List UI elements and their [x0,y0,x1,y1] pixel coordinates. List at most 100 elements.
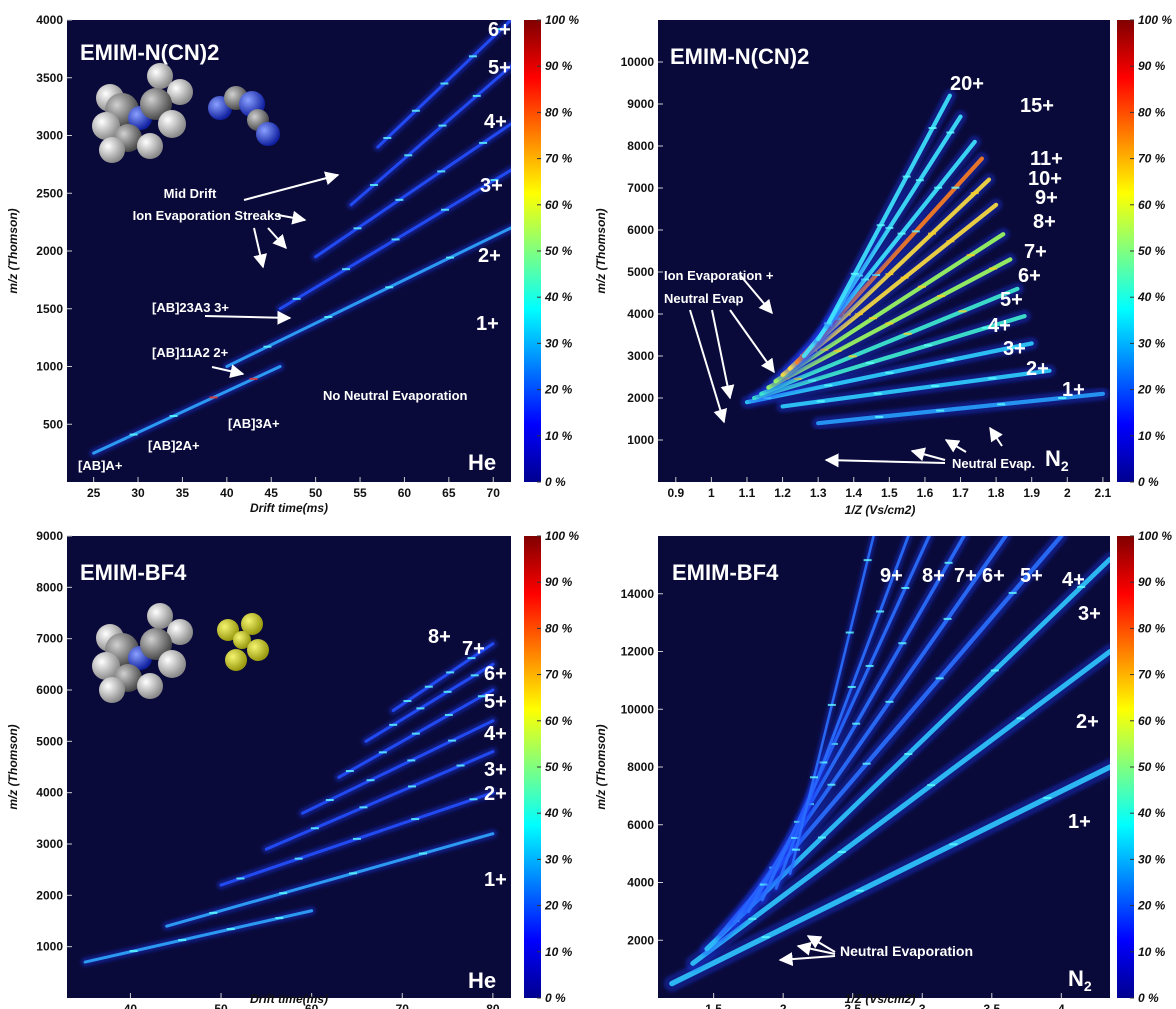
cluster-peak-5+ [325,799,334,801]
cluster-peak-1+ [761,936,770,939]
atom-b [233,631,251,649]
cluster-peak-5+ [885,700,894,703]
x-tick-label: 1.5 [881,486,898,500]
cluster-peak-7+ [416,707,425,710]
x-tick-label: 1.7 [952,486,969,500]
colorbar-tick-label: 80 % [1138,621,1166,635]
cluster-peak-3+ [490,179,499,182]
colorbar-tick-label: 30 % [545,852,573,866]
y-tick-label: 9000 [627,97,654,111]
y-tick-label: 4000 [36,786,63,800]
annotation-arrows [778,935,836,967]
x-tick-label: 50 [214,1002,228,1009]
charge-label-5+: 5+ [484,691,507,713]
chart-marks [80,639,498,967]
cluster-peak-5+ [848,355,857,358]
cluster-peak-3+ [411,818,420,821]
cluster-peak-2+ [988,377,997,380]
colorbar-tick-label: 40 % [544,290,573,304]
atom-h [99,677,125,703]
x-tick-label: 35 [176,486,190,500]
x-tick-label: 40 [124,1002,138,1009]
cluster-peak-7+ [869,317,878,320]
annotation-neutral-evap-1: Neutral Evap [664,291,744,306]
atom-f [247,639,269,661]
charge-label-4+: 4+ [484,111,507,133]
annotation-ab23-a3: [AB]23A3 3+ [152,300,229,315]
charge-label-6+: 6+ [484,663,507,685]
y-tick-label: 3000 [36,837,63,851]
charge-label-2+: 2+ [484,783,507,805]
charge-label-1+: 1+ [484,869,507,891]
x-axis-ticks: 40 50 60 70 80 [124,993,500,1009]
panel-title: EMIM-N(CN)2 [80,40,219,65]
colorbar-tick-label: 30 % [1138,336,1166,350]
x-tick-label: 1.9 [1023,486,1040,500]
cluster-peak-8+ [900,276,909,279]
cluster-peak-7+ [470,674,479,677]
colorbar-ticks: 0 % 10 % 20 % 30 % 40 % 50 % 60 % 70 % 80 % 90 % 1… [537,13,579,489]
y-axis-ticks: 500 1000 1500 2000 2500 3000 3500 4000 [36,13,72,431]
y-tick-label: 14000 [621,587,655,601]
cluster-peak-5+ [827,783,836,786]
cluster-peak-3+ [294,857,303,860]
cluster-peak-8+ [403,700,412,702]
chart-marks [89,20,511,458]
cluster-peak-4+ [353,227,362,230]
cluster-peak-1+ [1058,397,1067,399]
series-streak-5+ [301,719,495,815]
x-tick-label: 70 [487,486,501,500]
cluster-peak-3+ [236,877,245,880]
y-tick-label: 2000 [627,933,654,947]
cluster-peak-1+ [129,950,138,953]
cluster-peak-5+ [404,154,413,157]
x-tick-label: 80 [486,1002,500,1009]
colorbar-tick-label: 100 % [545,529,579,543]
x-tick-label: 1.8 [988,486,1005,500]
charge-label-4+: 4+ [484,723,507,745]
charge-label-20+: 20+ [950,73,984,95]
atom-h [92,112,120,140]
x-tick-label: 1 [708,486,715,500]
annotation-ab11-a2: [AB]11A2 2+ [152,345,229,360]
y-tick-label: 8000 [627,760,654,774]
charge-label-2+: 2+ [1026,358,1049,380]
series-streak-4+ [314,122,511,259]
colorbar-tick-label: 60 % [1138,714,1166,728]
panel-title: EMIM-BF4 [80,560,187,585]
cluster-peak-4+ [981,326,990,329]
cluster-peak-4+ [437,170,446,173]
x-tick-label: 2.1 [1095,486,1112,500]
x-tick-label: 3 [919,1002,926,1009]
molecule-dicyanamide [208,86,280,146]
x-axis-label: Drift time(ms) [250,992,328,1006]
colorbar-tick-label: 80 % [1138,105,1166,119]
charge-label-1+: 1+ [1062,379,1085,401]
panel-emim-ncn2-n2: 0.9 1 1.1 1.2 1.3 1.4 1.5 1.6 1.7 1.8 1.9 2 2.1 1000… [594,13,1172,517]
cluster-peak-3+ [946,359,955,362]
colorbar-tick-label: 10 % [1138,945,1166,959]
cluster-peak-6+ [898,642,907,645]
y-axis-ticks: 2000 4000 6000 8000 10000 12000 14000 [621,587,663,947]
annotation-ab2-a: [AB]2A+ [148,438,200,453]
cluster-peak-1+ [855,889,864,892]
charge-label-2+: 2+ [478,245,501,267]
y-tick-label: 6000 [627,818,654,832]
charge-label-3+: 3+ [484,759,507,781]
cluster-peak-3+ [817,836,826,839]
colorbar-tick-label: 80 % [545,105,573,119]
cluster-peak-7+ [865,664,874,667]
colorbar-tick-label: 10 % [1138,429,1166,443]
charge-label-3+: 3+ [1003,338,1026,360]
colorbar-tick-label: 90 % [1138,575,1166,589]
cluster-peak-6+ [440,82,449,85]
cluster-peak-1+ [997,403,1006,406]
charge-label-6+: 6+ [488,19,511,41]
y-axis-label: m/z (Thomson) [594,208,608,293]
cluster-peak-5+ [438,124,447,127]
annotation-arrows [689,274,1003,468]
x-tick-label: 1.3 [810,486,827,500]
colorbar-tick-label: 100 % [1138,529,1172,543]
charge-label-5+: 5+ [488,57,511,79]
